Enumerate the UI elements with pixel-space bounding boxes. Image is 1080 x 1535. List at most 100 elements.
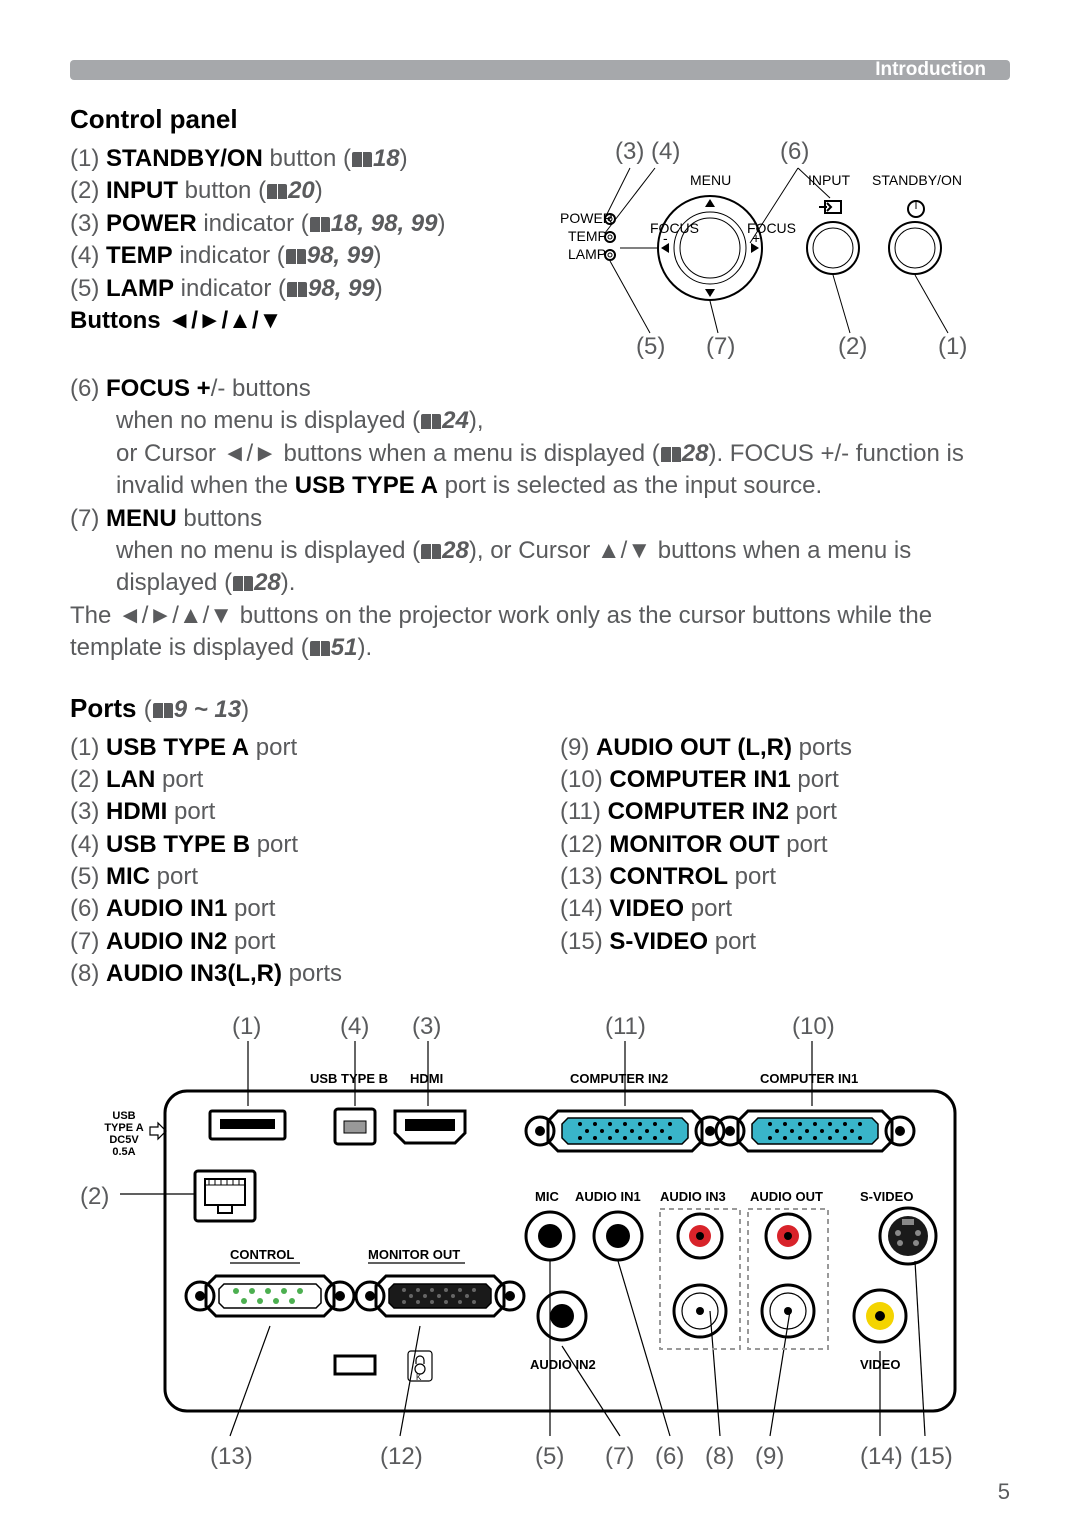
svg-text:-: - xyxy=(663,230,668,246)
book-icon xyxy=(153,703,173,718)
port-item: (12) MONITOR OUT port xyxy=(560,829,1010,861)
svg-text:TEMP: TEMP xyxy=(568,228,607,244)
svg-text:COMPUTER IN2: COMPUTER IN2 xyxy=(570,1071,668,1086)
svg-text:AUDIO IN2: AUDIO IN2 xyxy=(530,1357,596,1372)
section-title-ports: Ports (9 ~ 13) xyxy=(70,693,1010,724)
port-item: (13) CONTROL port xyxy=(560,861,1010,893)
cp-footer-b: ). xyxy=(357,634,372,661)
port-item: (1) USB TYPE A port xyxy=(70,732,520,764)
svg-text:COMPUTER IN1: COMPUTER IN1 xyxy=(760,1071,858,1086)
port-item: (9) AUDIO OUT (L,R) ports xyxy=(560,732,1010,764)
cp-item: (1) STANDBY/ON button (18) xyxy=(70,143,550,175)
book-icon xyxy=(310,217,330,232)
control-panel-continued: (6) FOCUS +/- buttons when no menu is di… xyxy=(70,373,1010,665)
ports-title-close: ) xyxy=(241,696,249,723)
cp-6-l2b: ), xyxy=(469,407,484,434)
header-label: Introduction xyxy=(875,60,986,80)
port-item: (4) USB TYPE B port xyxy=(70,829,520,861)
page-number: 5 xyxy=(70,1479,1010,1505)
header-bar: Introduction xyxy=(70,60,1010,80)
port-item: (14) VIDEO port xyxy=(560,893,1010,925)
cp-item: (4) TEMP indicator (98, 99) xyxy=(70,240,550,272)
svg-text:MENU: MENU xyxy=(690,172,731,188)
port-item: (15) S-VIDEO port xyxy=(560,926,1010,958)
cp-7-ref1: 28 xyxy=(442,537,469,564)
port-item: (6) AUDIO IN1 port xyxy=(70,893,520,925)
svg-text:USB TYPE B: USB TYPE B xyxy=(310,1071,388,1086)
svg-text:FOCUS: FOCUS xyxy=(650,220,699,236)
port-item: (11) COMPUTER IN2 port xyxy=(560,796,1010,828)
buttons-heading: Buttons ◄/►/▲/▼ xyxy=(70,307,282,334)
cp-item: (2) INPUT button (20) xyxy=(70,175,550,207)
ports-right-col: (9) AUDIO OUT (L,R) ports(10) COMPUTER I… xyxy=(560,732,1010,991)
cp-6-bold: FOCUS + xyxy=(106,375,211,402)
svg-text:MIC: MIC xyxy=(535,1189,559,1204)
cp-6-bold2: USB TYPE A xyxy=(295,472,438,499)
svg-text:S-VIDEO: S-VIDEO xyxy=(860,1189,913,1204)
svg-text:K: K xyxy=(416,1373,422,1382)
cp-callout-7: (7) xyxy=(706,333,735,361)
cp-item: (3) POWER indicator (18, 98, 99) xyxy=(70,208,550,240)
svg-text:AUDIO OUT: AUDIO OUT xyxy=(750,1189,823,1204)
cp-item: (5) LAMP indicator (98, 99) xyxy=(70,273,550,305)
control-panel-block: (1) STANDBY/ON button (18)(2) INPUT butt… xyxy=(70,143,1010,373)
control-panel-list: (1) STANDBY/ON button (18)(2) INPUT butt… xyxy=(70,143,550,373)
cp-callout-5: (5) xyxy=(636,333,665,361)
port-item: (3) HDMI port xyxy=(70,796,520,828)
cp-callout-2: (2) xyxy=(838,333,867,361)
svg-text:STANDBY/ON: STANDBY/ON xyxy=(872,172,962,188)
cp-7-bold: MENU xyxy=(106,505,177,532)
cp-7-num: (7) xyxy=(70,505,99,532)
cp-6-rest: buttons xyxy=(225,375,310,402)
svg-text:HDMI: HDMI xyxy=(410,1071,443,1086)
svg-text:0.5A: 0.5A xyxy=(112,1146,135,1158)
cp-footer-a: The ◄/►/▲/▼ buttons on the projector wor… xyxy=(70,602,932,661)
book-icon xyxy=(267,184,287,199)
cp-7-rest: buttons xyxy=(177,505,262,532)
cp-6-l3c: port is selected as the input source. xyxy=(438,472,822,499)
cp-6-slash: /- xyxy=(211,375,226,402)
book-icon xyxy=(421,544,441,559)
control-panel-diagram: (3) (4) (6) MENU INPUT STANDBY/ON xyxy=(550,143,1010,373)
svg-text:LAMP: LAMP xyxy=(568,246,606,262)
svg-text:MONITOR OUT: MONITOR OUT xyxy=(368,1247,460,1262)
port-item: (7) AUDIO IN2 port xyxy=(70,926,520,958)
page: Introduction Control panel (1) STANDBY/O… xyxy=(0,0,1080,1535)
cp-6-ref2: 28 xyxy=(682,440,709,467)
section-title-control-panel: Control panel xyxy=(70,104,1010,135)
svg-text:VIDEO: VIDEO xyxy=(860,1357,900,1372)
cp-7-l2a: when no menu is displayed ( xyxy=(116,537,420,564)
book-icon xyxy=(661,447,681,462)
ports-title-open: ( xyxy=(144,696,152,723)
cp-6-l2a: when no menu is displayed ( xyxy=(116,407,420,434)
book-icon xyxy=(233,576,253,591)
cp-footer-ref: 51 xyxy=(331,634,358,661)
svg-text:AUDIO IN1: AUDIO IN1 xyxy=(575,1189,641,1204)
cp-7-ref2: 28 xyxy=(254,569,281,596)
ports-title: Ports xyxy=(70,693,136,723)
svg-text:CONTROL: CONTROL xyxy=(230,1247,294,1262)
svg-text:+: + xyxy=(752,230,760,246)
book-icon xyxy=(421,414,441,429)
svg-text:USB: USB xyxy=(112,1110,135,1122)
book-icon xyxy=(352,152,372,167)
ports-title-ref: 9 ~ 13 xyxy=(174,696,241,723)
port-item: (2) LAN port xyxy=(70,764,520,796)
cp-6-l3a: or Cursor ◄/► buttons when a menu is dis… xyxy=(116,440,660,467)
svg-text:TYPE A: TYPE A xyxy=(104,1122,143,1134)
cp-callout-1: (1) xyxy=(938,333,967,361)
cp-6-num: (6) xyxy=(70,375,99,402)
port-item: (8) AUDIO IN3(L,R) ports xyxy=(70,958,520,990)
ports-diagram: (1) (4) (3) (11) (10) (2) (13) (12) (5) … xyxy=(70,1011,1010,1471)
port-item: (5) MIC port xyxy=(70,861,520,893)
cp-6-ref1: 24 xyxy=(442,407,469,434)
port-item: (10) COMPUTER IN1 port xyxy=(560,764,1010,796)
ports-svg: .l { stroke:#000; stroke-width:1.2; fill… xyxy=(70,1011,1010,1471)
svg-text:AUDIO IN3: AUDIO IN3 xyxy=(660,1189,726,1204)
book-icon xyxy=(287,282,307,297)
svg-text:INPUT: INPUT xyxy=(808,172,850,188)
ports-columns: (1) USB TYPE A port(2) LAN port(3) HDMI … xyxy=(70,732,1010,991)
book-icon xyxy=(286,249,306,264)
cp-7-l2c: ). xyxy=(281,569,296,596)
book-icon xyxy=(310,641,330,656)
